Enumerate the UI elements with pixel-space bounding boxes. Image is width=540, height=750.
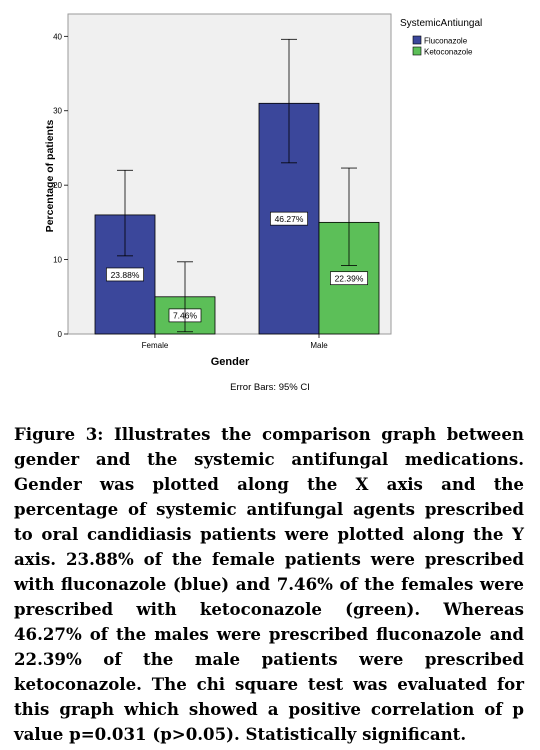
legend-swatch-ketoconazole [412,46,422,56]
y-tick-label: 30 [53,107,62,116]
data-label-ketoconazole-male: 22.39% [330,271,368,286]
legend-item-fluconazole: Fluconazole [412,35,468,46]
error-bar-ketoconazole-male [341,167,357,266]
chart-area: 23.88% 46.27% 7.46% 22.39% 0 10 20 30 40 Female M… [44,13,483,393]
y-tick-label: 10 [53,256,62,265]
legend-label-fluconazole: Fluconazole [424,37,468,46]
y-tick-label: 0 [58,330,63,339]
legend: SystemicAntiungal Fluconazole Ketoconazol… [400,18,482,57]
x-axis-label: Gender [211,356,250,368]
data-label-fluconazole-female: 23.88% [106,267,144,282]
legend-item-ketoconazole: Ketoconazole [412,46,473,57]
y-tick-label: 40 [53,32,62,41]
x-tick-label-female: Female [142,341,169,350]
x-tick-label-male: Male [310,341,328,350]
error-bar-note: Error Bars: 95% CI [230,382,310,393]
error-bar-fluconazole-male [281,38,297,164]
legend-swatch-fluconazole [412,35,422,45]
data-label-fluconazole-male: 46.27% [270,211,308,226]
error-bar-ketoconazole-female [177,261,193,333]
svg-text:23.88%: 23.88% [111,270,140,280]
legend-title: SystemicAntiungal [400,18,482,29]
figure-caption: Figure 3: Illustrates the comparison gra… [14,424,524,744]
y-tick-label: 20 [53,181,62,190]
svg-text:46.27%: 46.27% [275,214,304,224]
svg-text:22.39%: 22.39% [335,273,364,283]
legend-label-ketoconazole: Ketoconazole [424,48,473,57]
y-axis-label: Percentage of patients [44,120,56,233]
error-bar-fluconazole-female [117,169,133,257]
